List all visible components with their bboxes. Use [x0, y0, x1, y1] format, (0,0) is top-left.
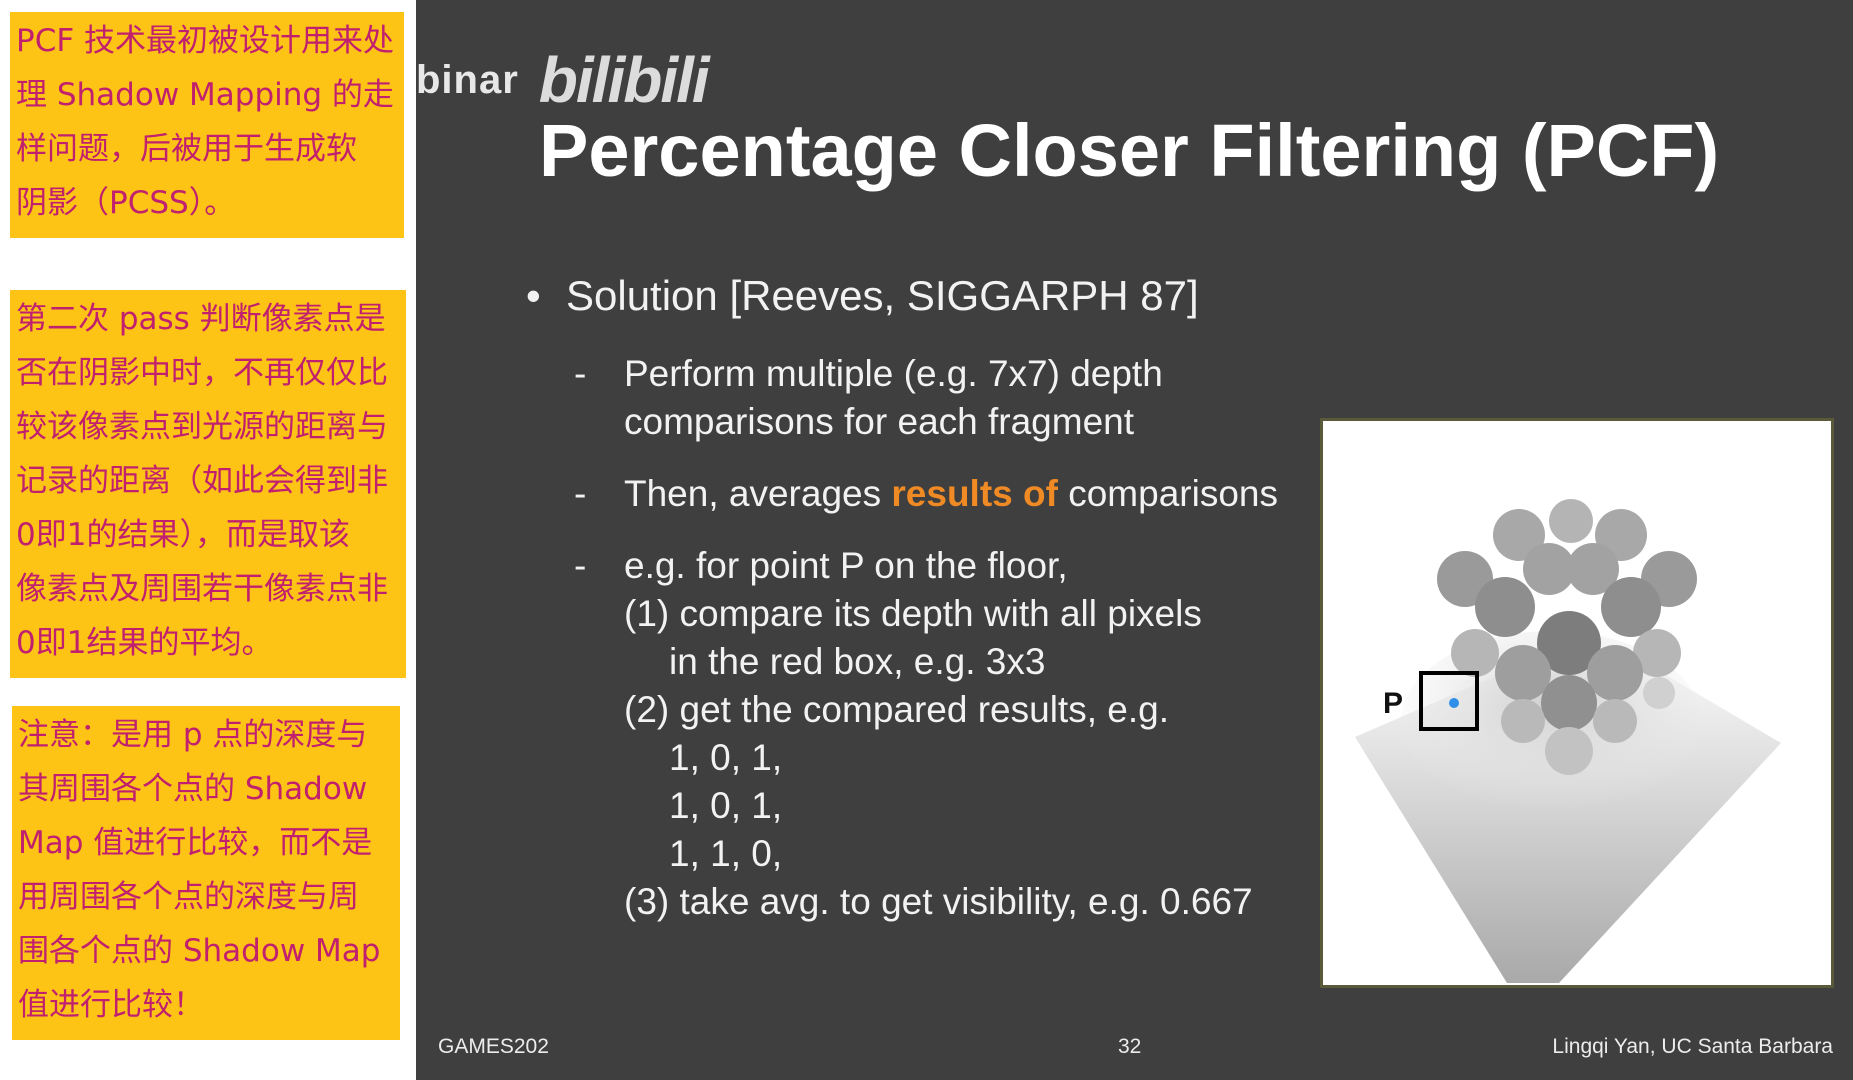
- note-line: 记录的距离（如此会得到非: [16, 463, 388, 499]
- example-line: (1) compare its depth with all pixels: [624, 593, 1202, 634]
- example-line: 1, 0, 1,: [669, 737, 783, 778]
- note-line: 0即1的结果），而是取该: [16, 517, 350, 553]
- note-line: 理 Shadow Mapping 的走: [16, 77, 394, 113]
- example-line: 1, 0, 1,: [669, 785, 783, 826]
- footer-course: GAMES202: [438, 1035, 549, 1058]
- note-line: 注意：是用 p 点的深度与: [18, 717, 368, 753]
- bullet-text: Solution [Reeves, SIGGARPH 87]: [566, 272, 1199, 319]
- note-line: 第二次 pass 判断像素点是: [16, 301, 386, 337]
- note-line: 围各个点的 Shadow Map: [18, 933, 381, 969]
- note-line: 否在阴影中时，不再仅仅比: [16, 355, 388, 391]
- dash-marker: -: [574, 353, 587, 394]
- note-line: 0即1结果的平均。: [16, 625, 273, 661]
- slide-title: Percentage Closer Filtering (PCF): [539, 109, 1720, 192]
- dash-marker: -: [574, 473, 587, 514]
- note-line: 样问题，后被用于生成软: [16, 131, 357, 167]
- note-line: 值进行比较！: [18, 987, 204, 1023]
- watermark-text: binar: [416, 57, 519, 102]
- sphere-cluster: [1437, 499, 1697, 775]
- bullet-solution: • Solution [Reeves, SIGGARPH 87]: [526, 272, 1199, 320]
- annotation-note-pcf-origin: PCF 技术最初被设计用来处 理 Shadow Mapping 的走 样问题，后…: [10, 12, 404, 238]
- bilibili-logo: bilibili: [538, 44, 710, 116]
- dash-marker: -: [574, 545, 587, 586]
- example-line: 1, 1, 0,: [669, 833, 783, 874]
- bullet-dot-icon: •: [526, 272, 541, 319]
- annotation-note-second-pass: 第二次 pass 判断像素点是 否在阴影中时，不再仅仅比 较该像素点到光源的距离…: [10, 290, 406, 678]
- note-line: 阴影（PCSS）。: [16, 185, 236, 221]
- depth-map-illustration: P: [1355, 499, 1781, 983]
- note-line: 像素点及周围若干像素点非: [16, 571, 388, 607]
- point-p-marker: [1449, 698, 1459, 708]
- footer-author: Lingqi Yan, UC Santa Barbara: [1552, 1035, 1833, 1058]
- lecture-slide: binar bilibili Percentage Closer Filteri…: [416, 0, 1853, 1080]
- example-line: (3) take avg. to get visibility, e.g. 0.…: [624, 881, 1253, 922]
- highlight-text: results of: [891, 473, 1058, 514]
- note-line: PCF 技术最初被设计用来处: [16, 23, 395, 59]
- example-line: (2) get the compared results, e.g.: [624, 689, 1169, 730]
- example-line: e.g. for point P on the floor,: [624, 545, 1068, 586]
- sub-text-before: Then, averages: [624, 473, 892, 514]
- example-line: in the red box, e.g. 3x3: [669, 641, 1046, 682]
- bilibili-watermark: binar bilibili: [416, 40, 710, 120]
- sub-line: Perform multiple (e.g. 7x7) depth: [624, 353, 1163, 394]
- point-p-label: P: [1383, 687, 1403, 720]
- annotation-note-attention: 注意：是用 p 点的深度与 其周围各个点的 Shadow Map 值进行比较，而…: [12, 706, 400, 1040]
- note-line: 用周围各个点的深度与周: [18, 879, 359, 915]
- note-line: Map 值进行比较，而不是: [18, 825, 373, 861]
- sub-text-after: comparisons: [1057, 473, 1278, 514]
- pcf-sample-box: [1419, 671, 1479, 731]
- footer-page-number: 32: [1118, 1035, 1142, 1058]
- note-line: 较该像素点到光源的距离与: [16, 409, 388, 445]
- annotation-panel: PCF 技术最初被设计用来处 理 Shadow Mapping 的走 样问题，后…: [0, 0, 416, 1080]
- depth-map-figure: P: [1320, 418, 1834, 988]
- note-line: 其周围各个点的 Shadow: [18, 771, 368, 807]
- sub-line: comparisons for each fragment: [624, 401, 1135, 442]
